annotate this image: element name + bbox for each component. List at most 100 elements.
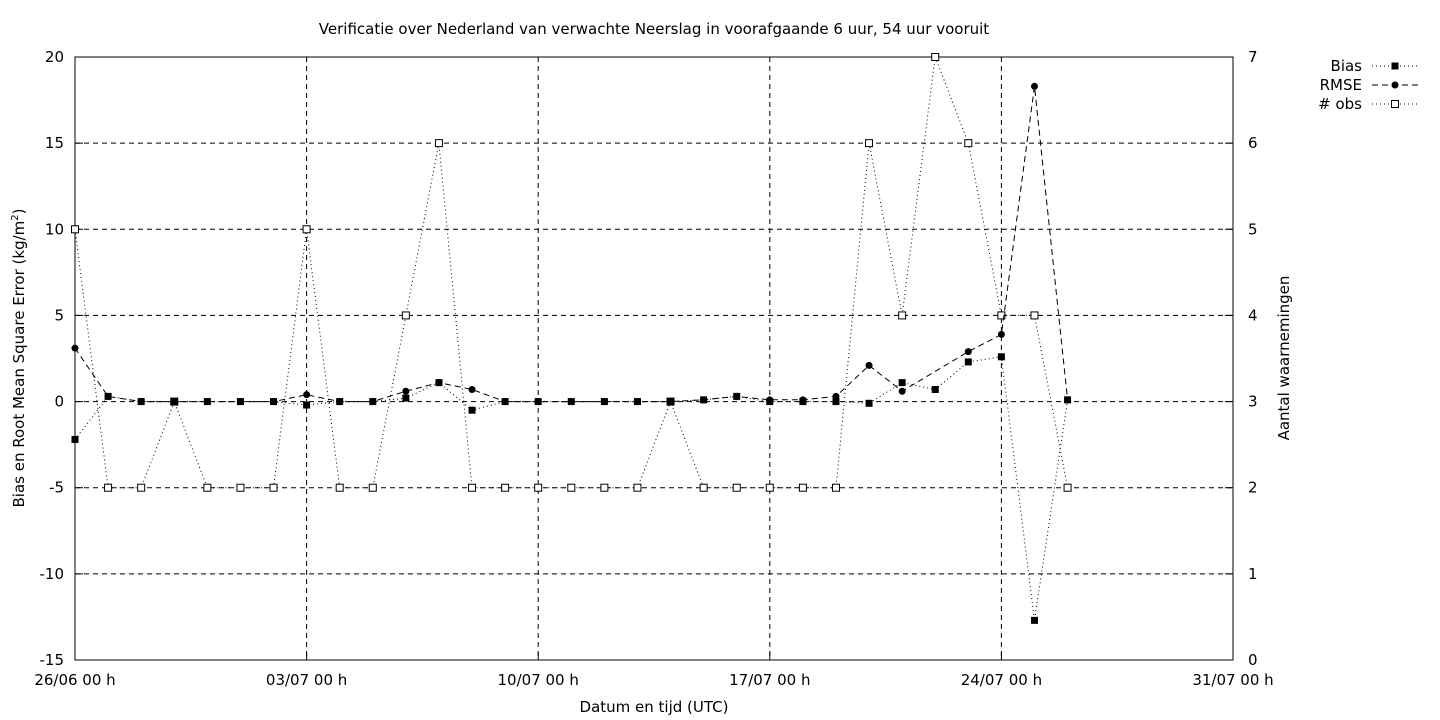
data-point <box>401 311 410 320</box>
data-point <box>468 483 477 492</box>
grid <box>75 57 1233 660</box>
data-point <box>832 392 840 400</box>
data-point <box>534 398 542 406</box>
data-point <box>898 387 906 395</box>
data-point <box>798 483 807 492</box>
data-point <box>335 483 344 492</box>
y2-axis-label: Aantal waarnemingen <box>1275 276 1293 441</box>
data-point <box>832 398 840 406</box>
data-point <box>633 398 641 406</box>
data-point <box>1063 483 1072 492</box>
data-point <box>501 398 509 406</box>
data-point <box>898 379 906 387</box>
data-point <box>71 225 79 234</box>
data-point <box>104 392 112 400</box>
data-point <box>236 483 245 492</box>
data-point <box>435 379 443 387</box>
x-axis-label: Datum en tijd (UTC) <box>580 698 729 716</box>
data-point <box>997 311 1006 320</box>
y2-tick-label: 5 <box>1248 220 1258 238</box>
x-tick-label: 24/07 00 h <box>961 671 1042 689</box>
y-tick-label: -10 <box>40 565 65 583</box>
data-point <box>203 483 212 492</box>
y2-tick-label: 3 <box>1248 393 1258 411</box>
y2-tick-label: 7 <box>1248 48 1258 66</box>
data-point <box>997 330 1005 338</box>
y-tick-label: 0 <box>54 393 64 411</box>
legend-label: # obs <box>1318 95 1362 113</box>
y-axis-label: Bias en Root Mean Square Error (kg/m2) <box>10 209 28 508</box>
y-axis-label-close: ) <box>10 209 28 215</box>
data-point <box>137 483 146 492</box>
data-point <box>137 398 145 406</box>
data-point <box>71 435 79 443</box>
legend-marker <box>1391 62 1399 70</box>
y2-tick-label: 0 <box>1248 651 1258 669</box>
data-point <box>865 361 873 369</box>
data-point <box>931 53 940 61</box>
y-tick-label: 15 <box>45 134 64 152</box>
data-point <box>765 483 774 492</box>
series-line <box>74 56 1069 489</box>
data-point <box>1064 396 1072 404</box>
data-point <box>700 396 708 404</box>
data-point <box>434 139 443 148</box>
y2-tick-label: 4 <box>1248 306 1258 324</box>
data-point <box>402 394 410 402</box>
x-tick-label: 26/06 00 h <box>34 671 115 689</box>
data-point <box>699 483 708 492</box>
y-tick-label: -15 <box>40 651 65 669</box>
data-point <box>501 483 510 492</box>
data-point <box>170 398 178 406</box>
series-rmse <box>71 82 1072 406</box>
data-point <box>1030 82 1038 90</box>
data-point <box>269 483 278 492</box>
legend-marker <box>1391 100 1399 108</box>
y-tick-label: -5 <box>49 479 64 497</box>
series-layer <box>71 53 1072 624</box>
data-point <box>667 398 675 406</box>
data-point <box>865 399 873 407</box>
x-tick-label: 10/07 00 h <box>498 671 579 689</box>
data-point <box>831 483 840 492</box>
data-point <box>402 387 410 395</box>
plot-frame <box>74 56 1234 661</box>
data-point <box>898 311 907 320</box>
data-point <box>71 344 79 352</box>
y2-tick-label: 2 <box>1248 479 1258 497</box>
data-point <box>732 483 741 492</box>
y-tick-label: 10 <box>45 220 64 238</box>
data-point <box>600 483 609 492</box>
data-point <box>997 353 1005 361</box>
y2-tick-label: 6 <box>1248 134 1258 152</box>
data-point <box>468 386 476 394</box>
data-point <box>534 483 543 492</box>
data-point <box>302 225 311 234</box>
data-point <box>336 398 344 406</box>
data-point <box>1030 616 1038 624</box>
y-tick-label: 5 <box>54 306 64 324</box>
data-point <box>964 139 973 148</box>
y-axis-label-superscript: 2 <box>10 214 21 220</box>
data-point <box>369 398 377 406</box>
chart-title: Verificatie over Nederland van verwachte… <box>319 20 989 38</box>
data-point <box>931 386 939 394</box>
data-point <box>766 396 774 404</box>
legend-label: Bias <box>1331 57 1363 75</box>
y-tick-label: 20 <box>45 48 64 66</box>
x-tick-label: 17/07 00 h <box>729 671 810 689</box>
legend-marker <box>1391 81 1399 89</box>
data-point <box>468 406 476 414</box>
x-tick-label: 03/07 00 h <box>266 671 347 689</box>
data-point <box>600 398 608 406</box>
data-point <box>104 483 113 492</box>
data-point <box>270 398 278 406</box>
data-point <box>865 139 874 148</box>
data-point <box>303 391 311 399</box>
series-obs <box>71 53 1072 492</box>
series-line <box>74 86 1069 403</box>
data-point <box>303 401 311 409</box>
